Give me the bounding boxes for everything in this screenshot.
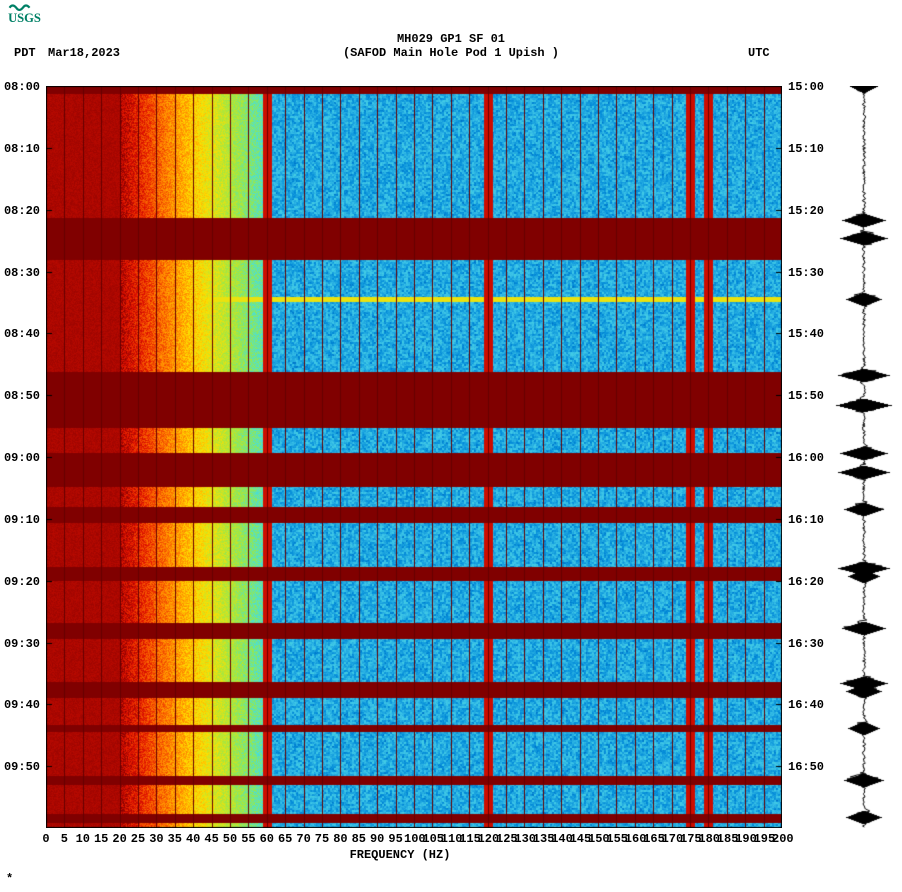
x-tick: 115: [459, 832, 479, 846]
x-tick: 190: [735, 832, 755, 846]
y-tick-left: 09:40: [0, 698, 40, 712]
y-tick-left: 09:00: [0, 451, 40, 465]
x-tick: 55: [238, 832, 258, 846]
x-tick: 120: [478, 832, 498, 846]
footer-mark: *: [6, 872, 13, 886]
x-tick: 85: [349, 832, 369, 846]
x-tick: 200: [772, 832, 792, 846]
usgs-logo: USGS: [8, 4, 60, 24]
x-tick: 140: [551, 832, 571, 846]
y-tick-right: 16:40: [788, 698, 828, 712]
x-tick: 160: [625, 832, 645, 846]
y-tick-right: 15:20: [788, 204, 828, 218]
x-tick: 35: [165, 832, 185, 846]
x-tick: 0: [36, 832, 56, 846]
y-tick-left: 09:20: [0, 575, 40, 589]
y-tick-left: 09:30: [0, 637, 40, 651]
x-tick: 10: [73, 832, 93, 846]
x-tick: 110: [441, 832, 461, 846]
x-tick: 90: [367, 832, 387, 846]
y-tick-right: 15:50: [788, 389, 828, 403]
spectrogram-plot: [46, 86, 782, 828]
x-tick: 185: [717, 832, 737, 846]
x-tick: 100: [404, 832, 424, 846]
x-tick: 20: [110, 832, 130, 846]
y-tick-right: 15:30: [788, 266, 828, 280]
x-tick: 135: [533, 832, 553, 846]
plot-title-1: MH029 GP1 SF 01: [0, 32, 902, 46]
y-tick-left: 08:10: [0, 142, 40, 156]
x-tick: 30: [146, 832, 166, 846]
x-tick: 130: [514, 832, 534, 846]
y-tick-right: 15:00: [788, 80, 828, 94]
x-tick: 125: [496, 832, 516, 846]
x-tick: 170: [662, 832, 682, 846]
x-tick: 195: [754, 832, 774, 846]
y-tick-right: 16:30: [788, 637, 828, 651]
x-tick: 70: [294, 832, 314, 846]
x-tick: 60: [257, 832, 277, 846]
x-tick: 165: [643, 832, 663, 846]
y-tick-left: 08:30: [0, 266, 40, 280]
y-tick-right: 16:20: [788, 575, 828, 589]
x-tick: 75: [312, 832, 332, 846]
x-tick: 40: [183, 832, 203, 846]
y-tick-left: 09:10: [0, 513, 40, 527]
y-tick-right: 15:10: [788, 142, 828, 156]
x-tick: 50: [220, 832, 240, 846]
x-tick: 45: [202, 832, 222, 846]
svg-text:USGS: USGS: [8, 11, 41, 24]
x-axis-label: FREQUENCY (HZ): [0, 848, 800, 862]
y-tick-left: 08:00: [0, 80, 40, 94]
spectrogram-canvas: [46, 86, 782, 828]
x-tick: 180: [698, 832, 718, 846]
x-tick: 105: [422, 832, 442, 846]
waveform-canvas: [834, 86, 894, 828]
waveform-strip: [834, 86, 894, 832]
plot-title-2: (SAFOD Main Hole Pod 1 Upish ): [0, 46, 902, 60]
y-tick-left: 08:20: [0, 204, 40, 218]
y-tick-left: 08:40: [0, 327, 40, 341]
y-tick-right: 16:50: [788, 760, 828, 774]
x-tick: 80: [330, 832, 350, 846]
x-tick: 95: [386, 832, 406, 846]
x-tick: 65: [275, 832, 295, 846]
x-tick: 150: [588, 832, 608, 846]
y-tick-left: 08:50: [0, 389, 40, 403]
y-tick-right: 15:40: [788, 327, 828, 341]
x-tick: 175: [680, 832, 700, 846]
x-tick: 155: [606, 832, 626, 846]
x-tick: 25: [128, 832, 148, 846]
x-tick: 5: [54, 832, 74, 846]
x-tick: 145: [570, 832, 590, 846]
x-tick: 15: [91, 832, 111, 846]
y-tick-right: 16:10: [788, 513, 828, 527]
y-tick-right: 16:00: [788, 451, 828, 465]
y-tick-left: 09:50: [0, 760, 40, 774]
